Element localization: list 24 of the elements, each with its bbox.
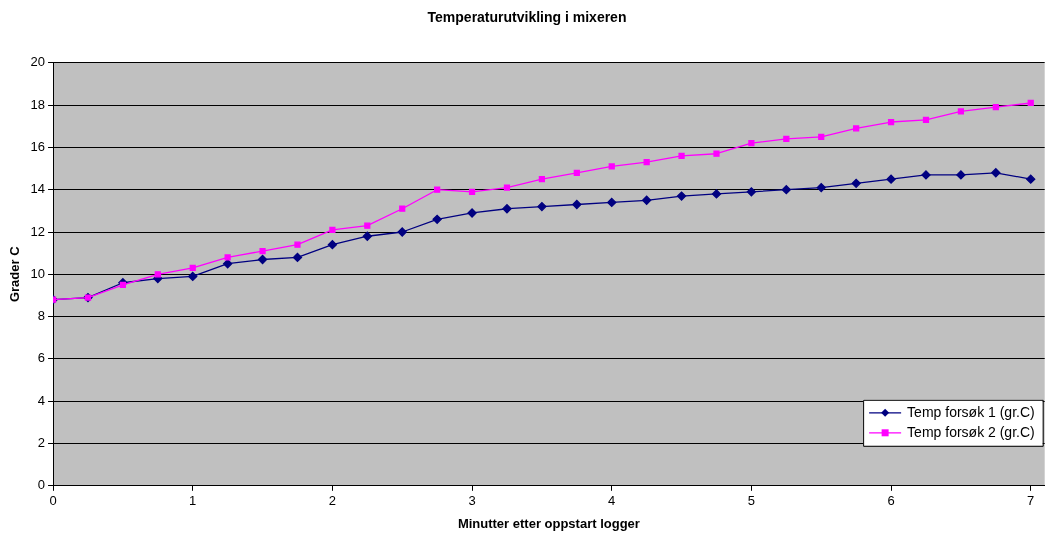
x-tick-label: 7 (1027, 493, 1035, 509)
y-tick-label: 12 (30, 223, 46, 239)
legend-label: Temp forsøk 1 (gr.C) (907, 403, 1035, 420)
x-tick-label: 3 (468, 493, 476, 509)
x-tick-label: 5 (747, 493, 756, 509)
y-axis-title: Grader C (7, 245, 23, 303)
y-tick-label: 0 (37, 477, 46, 493)
y-tick-label: 20 (30, 54, 46, 70)
legend-label: Temp forsøk 2 (gr.C) (907, 423, 1035, 440)
y-tick-label: 6 (37, 350, 46, 366)
x-tick-label: 2 (328, 493, 337, 509)
y-tick-label: 16 (30, 138, 46, 154)
y-tick-label: 4 (37, 392, 46, 408)
y-tick-label: 18 (30, 96, 46, 112)
y-tick-label: 8 (37, 308, 46, 324)
x-tick-label: 6 (887, 493, 895, 509)
y-tick-label: 14 (30, 181, 46, 197)
y-tick-label: 10 (30, 265, 46, 281)
chart-title: Temperaturutvikling i mixeren (427, 9, 627, 26)
x-tick-label: 4 (608, 493, 616, 509)
x-axis-title: Minutter etter oppstart logger (457, 515, 640, 531)
y-tick-label: 2 (37, 435, 46, 451)
x-tick-label: 0 (49, 493, 57, 509)
x-tick-label: 1 (189, 493, 197, 509)
